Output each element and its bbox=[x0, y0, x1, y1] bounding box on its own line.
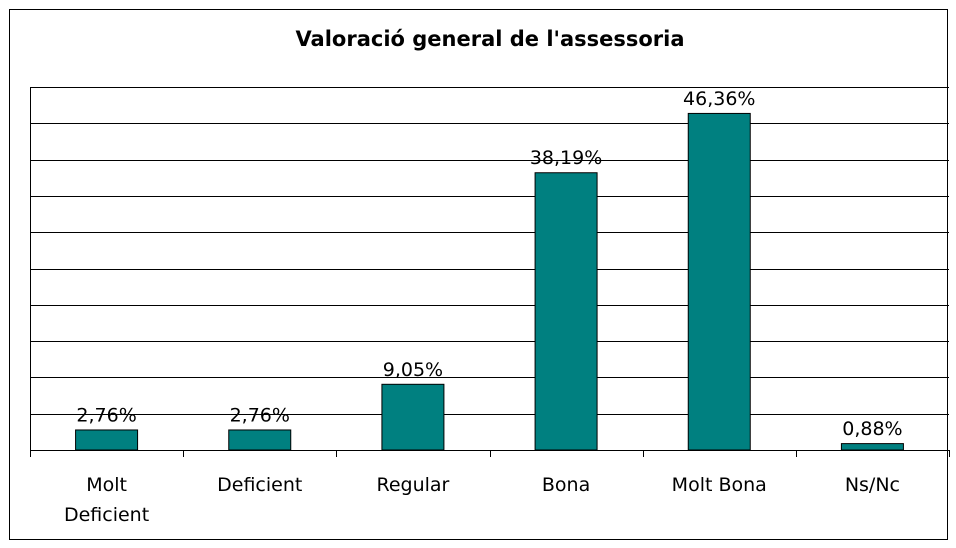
data-label: 2,76% bbox=[230, 404, 290, 426]
x-tick-label: Molt Bona bbox=[671, 474, 767, 496]
x-tick-label: Ns/Nc bbox=[844, 474, 900, 496]
bar bbox=[228, 429, 292, 451]
bar bbox=[381, 383, 445, 451]
data-label: 9,05% bbox=[383, 359, 443, 381]
data-label: 0,88% bbox=[842, 418, 902, 440]
chart-title: Valoració general de l'assessoria bbox=[295, 27, 684, 51]
x-tick-label: Regular bbox=[376, 474, 450, 496]
bar bbox=[687, 112, 751, 451]
bar bbox=[75, 429, 139, 451]
x-tick-label: Deficient bbox=[217, 474, 303, 496]
x-tick-label: Bona bbox=[541, 474, 591, 496]
chart-border bbox=[9, 9, 948, 540]
bar bbox=[534, 172, 598, 451]
x-tick-label: Molt Deficient bbox=[63, 474, 150, 526]
bar bbox=[840, 443, 904, 451]
data-label: 2,76% bbox=[76, 404, 136, 426]
data-label: 38,19% bbox=[530, 147, 602, 169]
data-label: 46,36% bbox=[683, 88, 755, 110]
